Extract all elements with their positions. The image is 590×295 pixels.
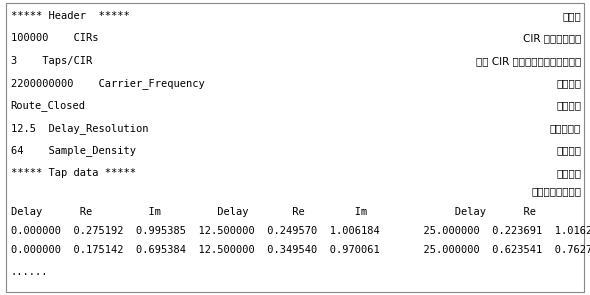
Text: Route_Closed: Route_Closed (11, 100, 86, 111)
Text: 载波频率: 载波频率 (556, 78, 581, 88)
Text: ***** Tap data *****: ***** Tap data ***** (11, 168, 136, 178)
Text: 12.5  Delay_Resolution: 12.5 Delay_Resolution (11, 123, 148, 134)
Text: 64    Sample_Density: 64 Sample_Density (11, 145, 136, 156)
Text: 延时分辨率: 延时分辨率 (550, 123, 581, 133)
Text: ***** Header  *****: ***** Header ***** (11, 11, 129, 21)
Text: 文件头: 文件头 (562, 11, 581, 21)
Text: ......: ...... (11, 267, 48, 277)
Text: 0.000000  0.175142  0.695384  12.500000  0.349540  0.970061       25.000000  0.6: 0.000000 0.175142 0.695384 12.500000 0.3… (11, 245, 590, 255)
Text: CIR 文件的样本数: CIR 文件的样本数 (523, 33, 581, 43)
Text: 抄头数据: 抄头数据 (556, 168, 581, 178)
Text: 每个 CIR 函数中可分辨的路径数目: 每个 CIR 函数中可分辨的路径数目 (476, 56, 581, 66)
Text: Delay      Re         Im         Delay       Re        Im              Delay    : Delay Re Im Delay Re Im Delay (11, 207, 590, 217)
Text: 3    Taps/CIR: 3 Taps/CIR (11, 56, 92, 66)
Text: 模型连续: 模型连续 (556, 101, 581, 111)
Text: 采样密度: 采样密度 (556, 145, 581, 155)
Text: 延时、实部、虚部: 延时、实部、虚部 (531, 186, 581, 196)
Text: 100000    CIRs: 100000 CIRs (11, 33, 98, 43)
Text: 0.000000  0.275192  0.995385  12.500000  0.249570  1.006184       25.000000  0.2: 0.000000 0.275192 0.995385 12.500000 0.2… (11, 226, 590, 236)
Text: 2200000000    Carrier_Frequency: 2200000000 Carrier_Frequency (11, 78, 204, 89)
